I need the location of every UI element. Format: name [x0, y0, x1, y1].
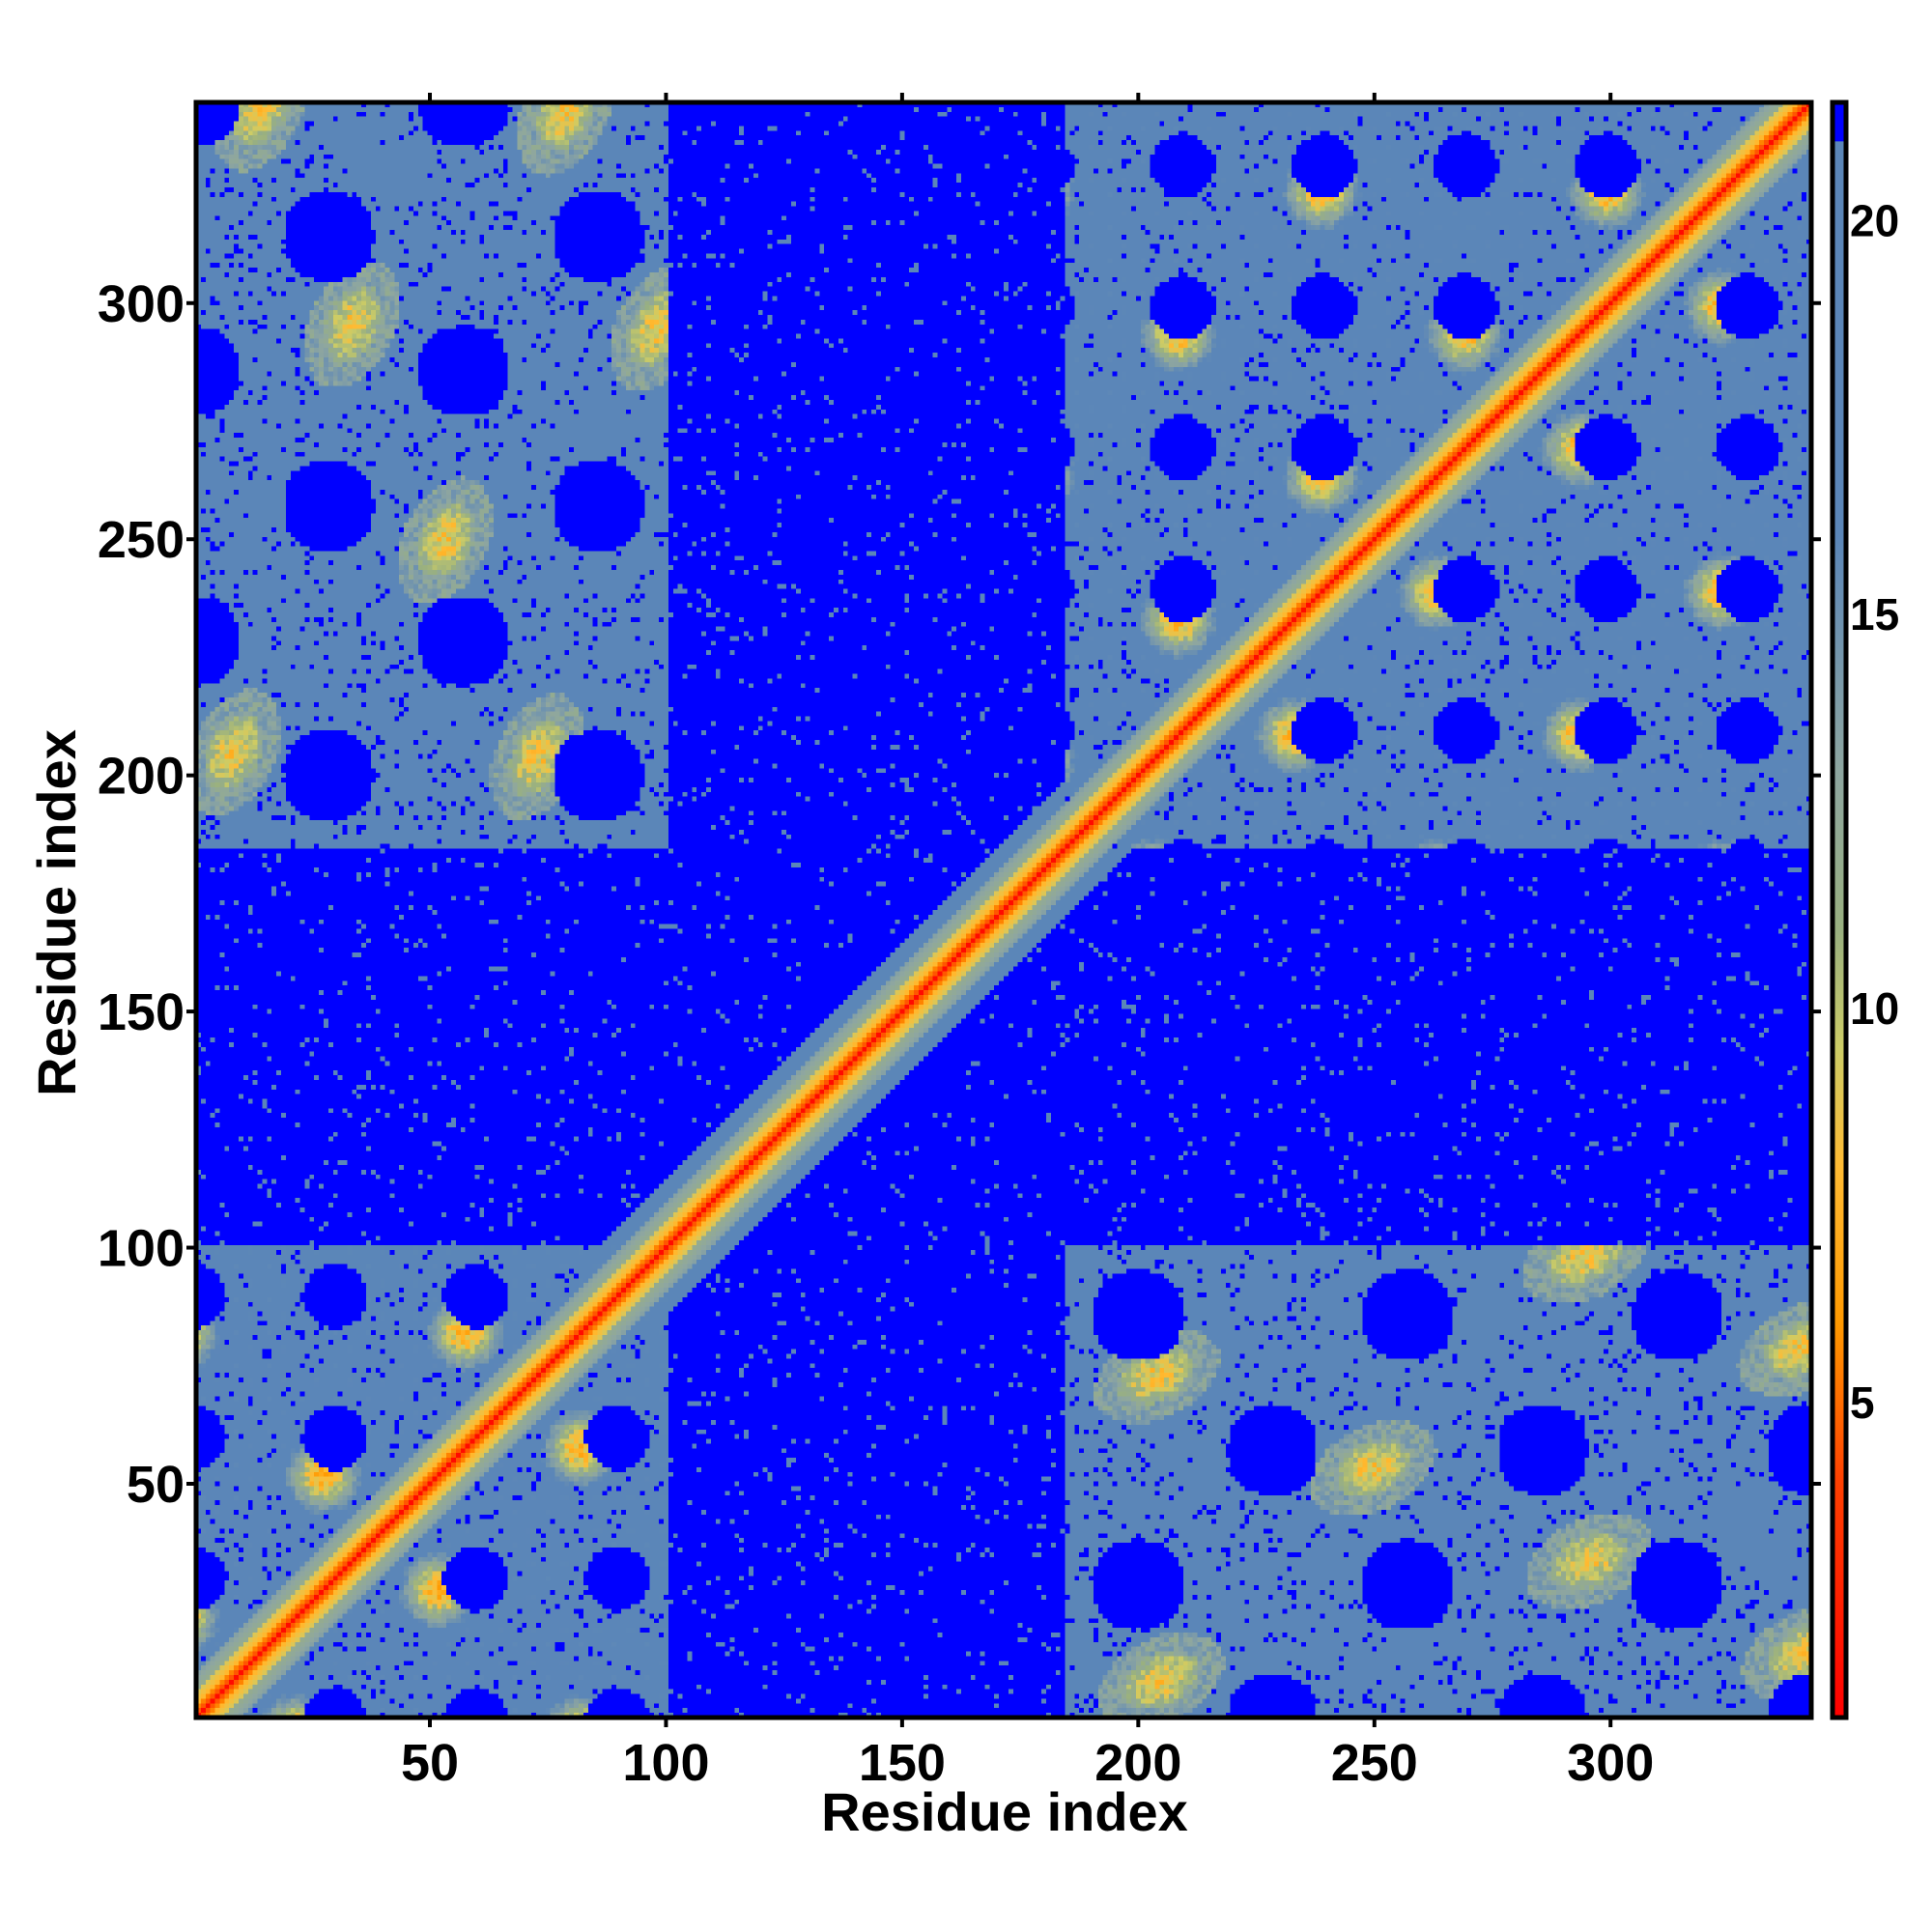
colorbar: 5 10 15 20 [1830, 99, 1899, 1720]
heatmap-cells [196, 102, 1811, 1718]
colorbar-frame [1830, 99, 1849, 1720]
top-axis-ticks [428, 93, 1613, 102]
right-axis-ticks [1811, 300, 1821, 1486]
y-axis-ticks: 50 100 150 200 250 300 [98, 275, 196, 1514]
x-axis-label: Residue index [821, 1781, 1188, 1842]
y-tick-label: 100 [98, 1220, 185, 1278]
x-tick-label: 100 [622, 1734, 709, 1792]
colorbar-tick-label: 15 [1850, 589, 1899, 639]
colorbar-tick-label: 5 [1850, 1378, 1875, 1428]
y-tick-label: 50 [127, 1456, 185, 1514]
colorbar-tick-label: 10 [1850, 983, 1899, 1034]
x-tick-label: 50 [401, 1734, 459, 1792]
x-tick-label: 250 [1331, 1734, 1418, 1792]
y-tick-label: 250 [98, 511, 185, 569]
x-axis-ticks: 50 100 150 200 250 300 [401, 1718, 1654, 1792]
x-tick-label: 300 [1567, 1734, 1654, 1792]
heatmap-image [196, 102, 1811, 1718]
y-tick-label: 150 [98, 983, 185, 1041]
plot-frame [193, 99, 1814, 1720]
colorbar-ticks: 5 10 15 20 [1850, 195, 1899, 1427]
colorbar-tick-label: 20 [1850, 195, 1899, 245]
y-axis-label: Residue index [26, 729, 87, 1096]
y-tick-label: 200 [98, 748, 185, 806]
colorbar-gradient [1833, 102, 1846, 1718]
x-tick-label: 200 [1094, 1734, 1181, 1792]
y-tick-label: 300 [98, 275, 185, 333]
x-tick-label: 150 [859, 1734, 946, 1792]
